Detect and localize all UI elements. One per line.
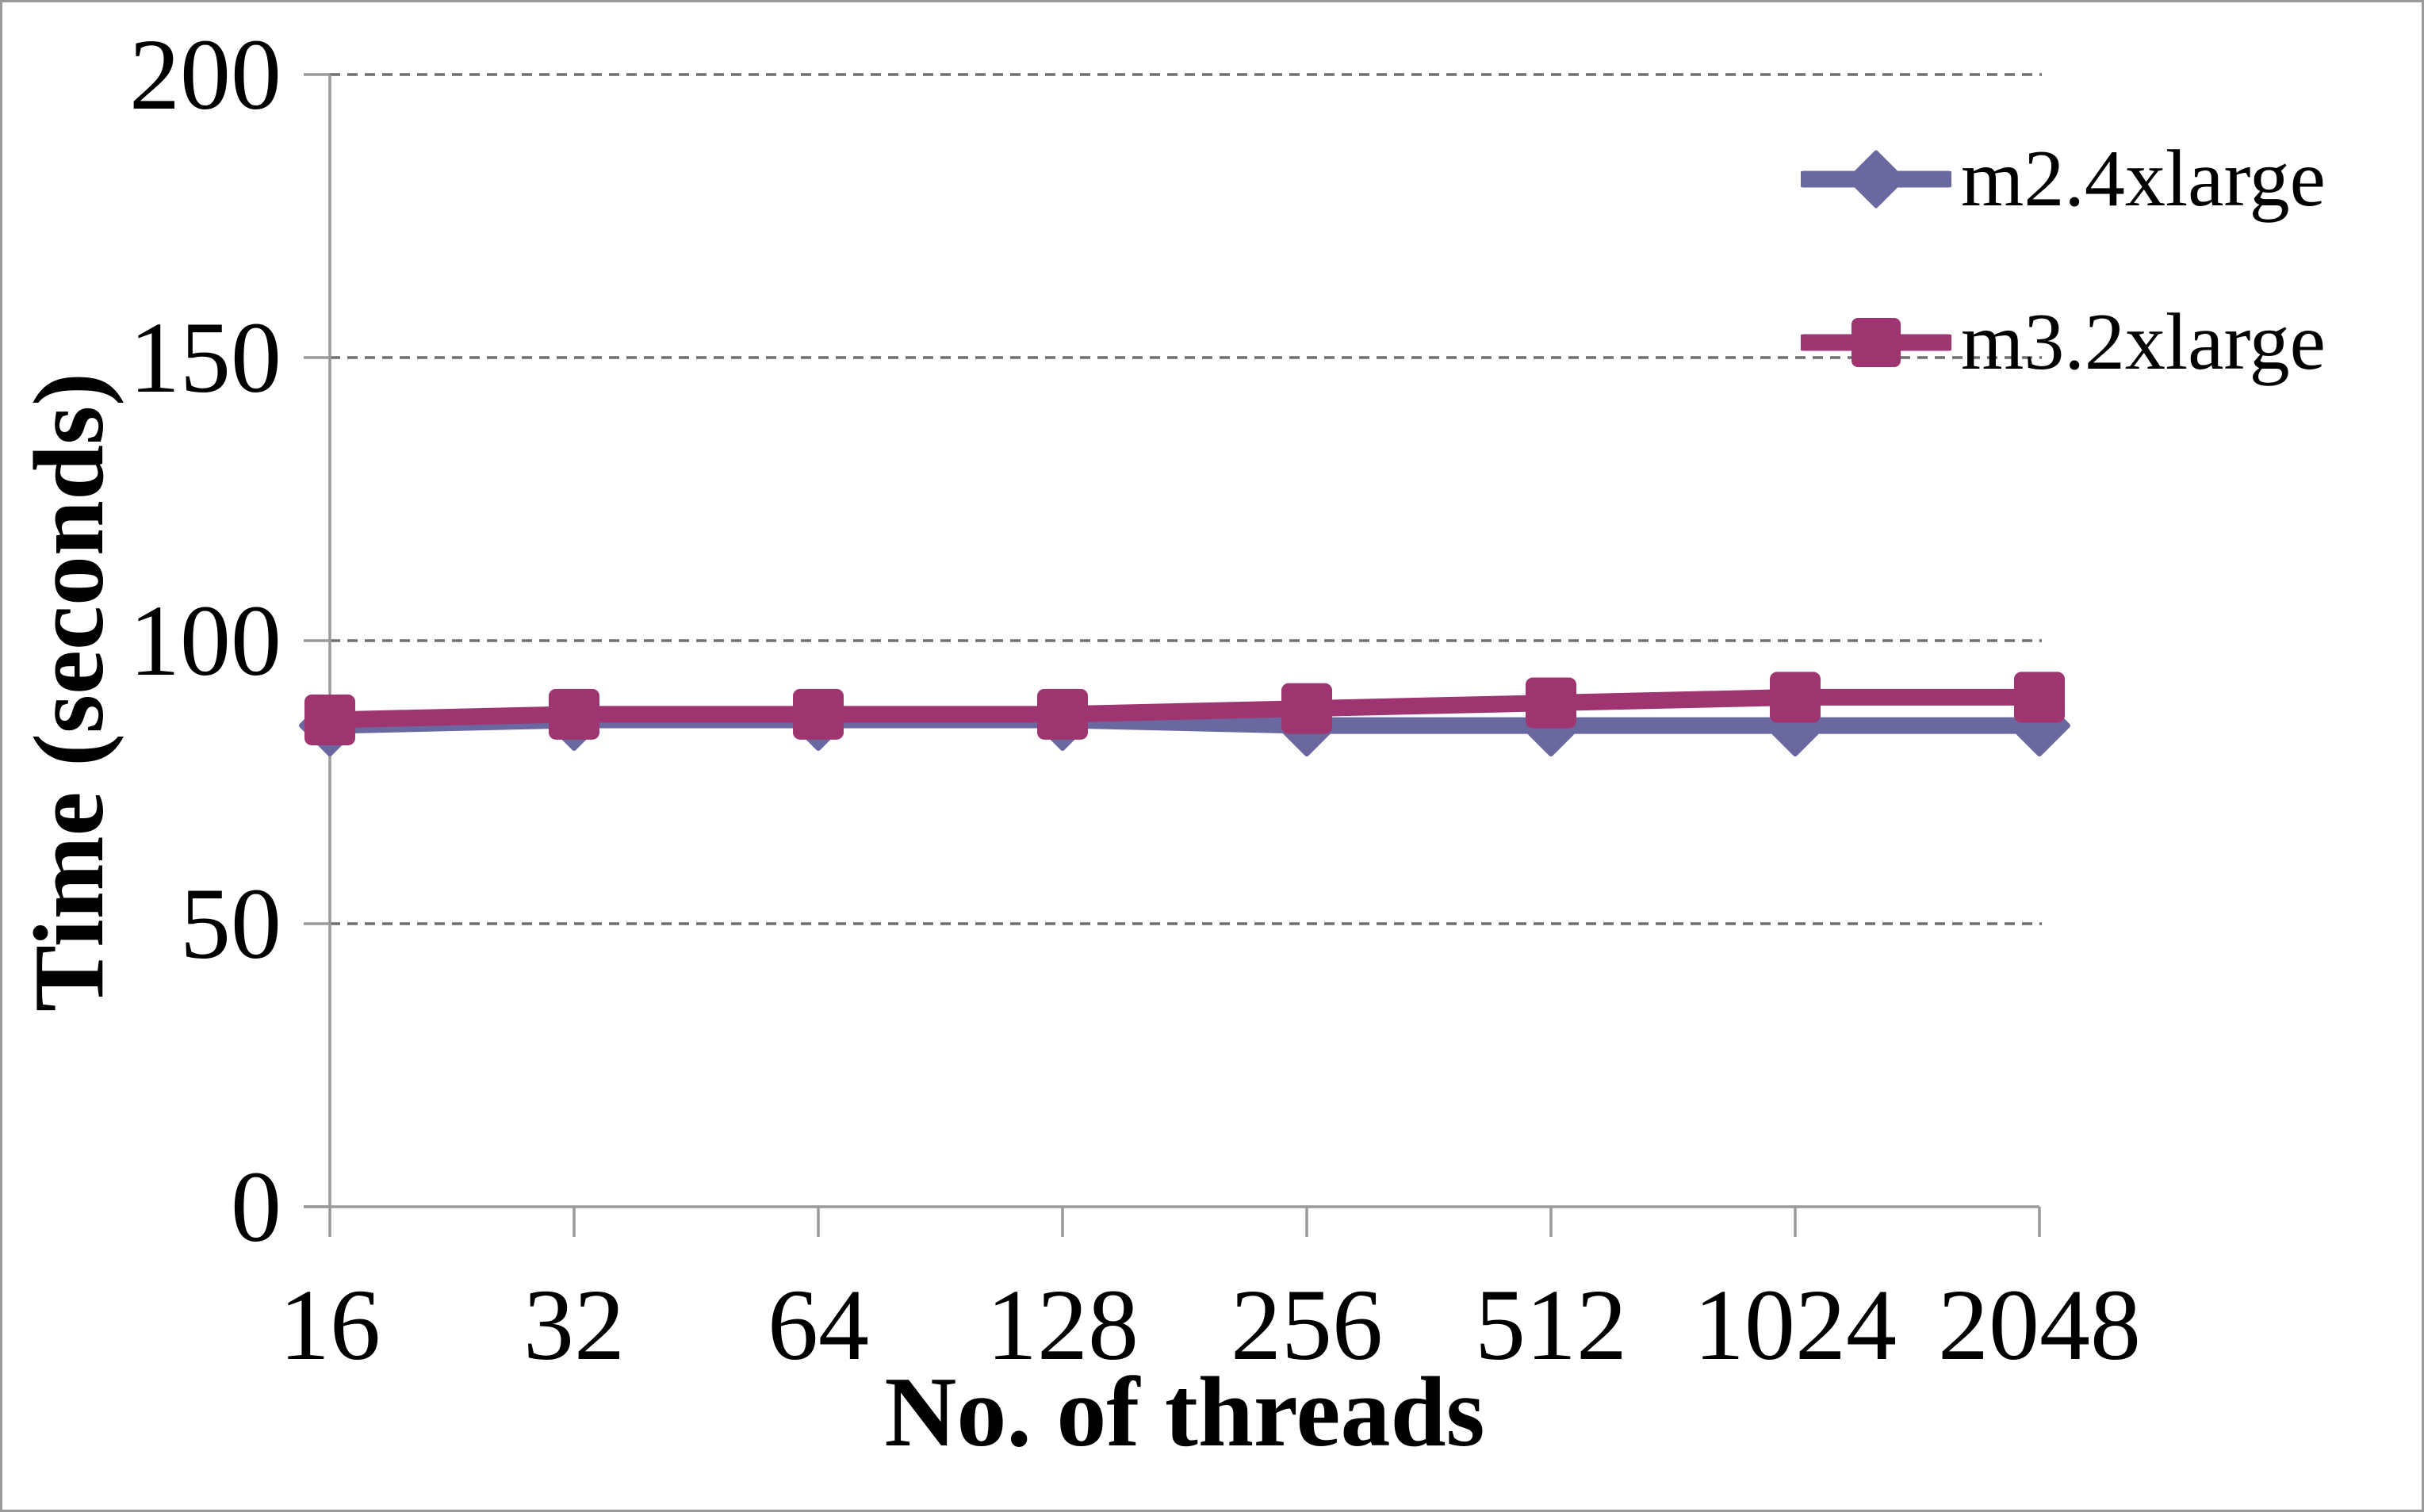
y-tick-label-0: 0 [231, 1150, 281, 1263]
data-point-m3.2xlarge-64 [793, 688, 844, 740]
data-point-m3.2xlarge-128 [1037, 688, 1088, 740]
x-tick-label-64: 64 [768, 1269, 869, 1381]
legend: m2.4xlarge m3.2xlarge [1801, 136, 2326, 386]
data-point-m3.2xlarge-256 [1281, 683, 1332, 734]
diamond-marker-icon [1801, 150, 1951, 209]
x-tick-label-128: 128 [986, 1269, 1139, 1381]
y-tick-label-100: 100 [129, 584, 281, 697]
legend-entry-m3-2xlarge: m3.2xlarge [1801, 299, 2326, 386]
legend-label: m2.4xlarge [1961, 134, 2326, 224]
x-tick-label-16: 16 [279, 1269, 381, 1381]
y-axis-title: Time (seconds) [14, 372, 124, 1012]
data-point-m3.2xlarge-16 [304, 694, 355, 745]
x-axis-title: No. of threads [884, 1357, 1485, 1468]
y-tick-label-150: 150 [129, 301, 281, 414]
legend-entry-m2-4xlarge: m2.4xlarge [1801, 136, 2326, 223]
x-tick-label-256: 256 [1231, 1269, 1383, 1381]
diamond-marker [1847, 150, 1905, 209]
y-tick-label-200: 200 [129, 18, 281, 131]
square-marker [1852, 318, 1901, 367]
data-point-m3.2xlarge-1024 [1770, 672, 1821, 723]
data-point-m3.2xlarge-32 [549, 688, 599, 740]
data-point-m3.2xlarge-512 [1526, 677, 1576, 729]
data-point-m3.2xlarge-2048 [2014, 672, 2065, 723]
series-line-m3.2xlarge [321, 688, 2048, 729]
x-tick-label-512: 512 [1475, 1269, 1627, 1381]
x-tick-label-1024: 1024 [1694, 1269, 1897, 1381]
legend-label: m3.2xlarge [1961, 297, 2326, 387]
x-tick-label-2048: 2048 [1938, 1269, 2141, 1381]
square-marker-icon [1801, 318, 1951, 367]
x-tick-label-32: 32 [523, 1269, 625, 1381]
y-tick-label-50: 50 [180, 867, 281, 980]
